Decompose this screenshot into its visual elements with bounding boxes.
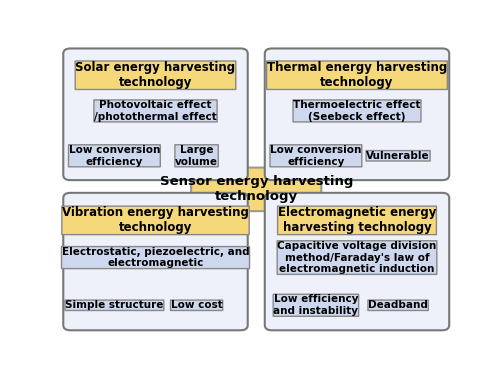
Text: Large
volume: Large volume	[175, 145, 218, 166]
Text: Photovoltaic effect
/photothermal effect: Photovoltaic effect /photothermal effect	[94, 100, 217, 122]
Text: Vibration energy harvesting
technology: Vibration energy harvesting technology	[62, 206, 249, 234]
Text: Deadband: Deadband	[368, 300, 428, 310]
FancyBboxPatch shape	[64, 193, 248, 330]
Text: Sensor energy harvesting
technology: Sensor energy harvesting technology	[160, 176, 353, 203]
Text: Solar energy harvesting
technology: Solar energy harvesting technology	[76, 61, 235, 89]
Text: Low conversion
efficiency: Low conversion efficiency	[68, 145, 160, 166]
FancyBboxPatch shape	[265, 193, 449, 330]
FancyBboxPatch shape	[191, 168, 322, 211]
Text: Low cost: Low cost	[170, 300, 222, 310]
FancyBboxPatch shape	[265, 48, 449, 180]
Text: Low conversion
efficiency: Low conversion efficiency	[270, 145, 362, 166]
Text: Electrostatic, piezoelectric, and
electromagnetic: Electrostatic, piezoelectric, and electr…	[62, 247, 250, 268]
Text: Vulnerable: Vulnerable	[366, 151, 430, 161]
Text: Electromagnetic energy
harvesting technology: Electromagnetic energy harvesting techno…	[278, 206, 436, 234]
FancyBboxPatch shape	[64, 48, 248, 180]
Text: Capacitive voltage division
method/Faraday's law of
electromagnetic induction: Capacitive voltage division method/Farad…	[278, 241, 436, 274]
Text: Thermoelectric effect
(Seebeck effect): Thermoelectric effect (Seebeck effect)	[293, 100, 421, 122]
Text: Simple structure: Simple structure	[65, 300, 164, 310]
Text: Low efficiency
and instability: Low efficiency and instability	[274, 294, 358, 316]
Text: Thermal energy harvesting
technology: Thermal energy harvesting technology	[267, 61, 447, 89]
